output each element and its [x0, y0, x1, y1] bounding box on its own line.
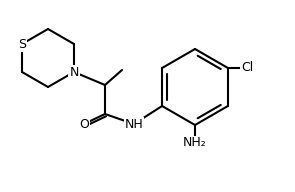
Text: Cl: Cl — [241, 61, 253, 74]
Text: N: N — [69, 65, 79, 79]
Text: NH: NH — [124, 118, 143, 131]
Text: S: S — [18, 37, 26, 50]
Text: O: O — [79, 118, 89, 131]
Text: NH₂: NH₂ — [183, 137, 207, 150]
